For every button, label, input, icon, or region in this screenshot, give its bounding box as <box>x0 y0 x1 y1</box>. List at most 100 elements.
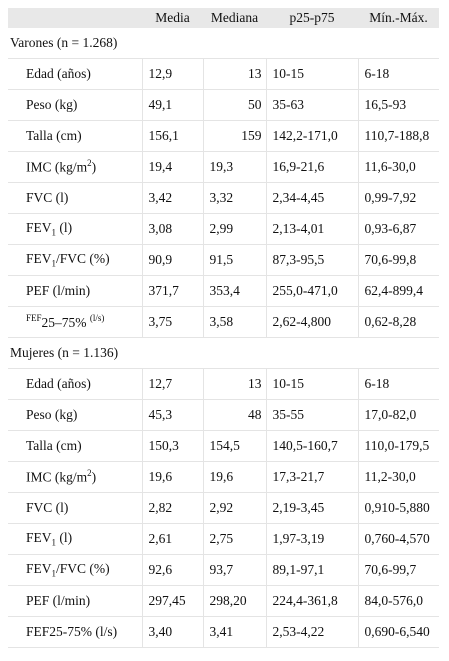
table-row: IMC (kg/m2) 19,4 19,3 16,9-21,6 11,6-30,0 <box>8 151 439 183</box>
cell-p25-p75: 35-63 <box>266 89 359 121</box>
table-row: FVC (l) 2,82 2,92 2,19-3,45 0,910-5,880 <box>8 492 439 524</box>
label-tail: /FVC (%) <box>56 561 110 577</box>
table-row: PEF (l/min) 371,7 353,4 255,0-471,0 62,4-899… <box>8 275 439 307</box>
table-row: FVC (l) 3,42 3,32 2,34-4,45 0,99-7,92 <box>8 182 439 214</box>
table-body: Varones (n = 1.268) Edad (años) 12,9 13 10-1… <box>8 28 439 648</box>
table-row: FEF25–75% (l/s) 3,75 3,58 2,62-4,800 0,62-8,… <box>8 306 439 338</box>
label-sub: 1 <box>51 537 57 548</box>
table-row: FEV1 (l) 2,61 2,75 1,97-3,19 0,760-4,570 <box>8 523 439 555</box>
header-min-max: Mín.-Máx. <box>358 8 439 28</box>
label-tail: (l) <box>56 530 73 546</box>
cell-p25-p75: 16,9-21,6 <box>266 151 359 183</box>
row-label: FEV1 (l) <box>8 523 143 555</box>
table-row: FEV1 (l) 3,08 2,99 2,13-4,01 0,93-6,87 <box>8 213 439 245</box>
row-label: Peso (kg) <box>8 399 143 431</box>
label-text: FEV <box>26 220 52 236</box>
table-row: Peso (kg) 45,3 48 35-55 17,0-82,0 <box>8 399 439 431</box>
table-row: Edad (años) 12,9 13 10-15 6-18 <box>8 58 439 90</box>
table-row: Talla (cm) 150,3 154,5 140,5-160,7 110,0-179… <box>8 430 439 462</box>
cell-p25-p75: 224,4-361,8 <box>266 585 359 617</box>
cell-p25-p75: 2,19-3,45 <box>266 492 359 524</box>
cell-mediana: 3,41 <box>203 616 267 648</box>
header-p25-p75: p25-p75 <box>266 8 358 28</box>
group-title: Varones (n = 1.268) <box>8 28 439 59</box>
label-tail: /FVC (%) <box>56 251 110 267</box>
cell-mediana: 3,32 <box>203 182 267 214</box>
cell-min-max: 11,2-30,0 <box>358 461 439 493</box>
cell-media: 49,1 <box>142 89 204 121</box>
group-row: Mujeres (n = 1.136) <box>8 337 439 369</box>
label-superscript: FEF <box>26 313 42 323</box>
cell-media: 3,40 <box>142 616 204 648</box>
label-sub: 1 <box>51 568 57 579</box>
cell-media: 2,61 <box>142 523 204 555</box>
cell-p25-p75: 87,3-95,5 <box>266 244 359 276</box>
cell-p25-p75: 1,97-3,19 <box>266 523 359 555</box>
cell-mediana: 13 <box>203 58 267 90</box>
cell-min-max: 16,5-93 <box>358 89 439 121</box>
label-text: PEF (l/min) <box>26 283 91 298</box>
cell-mediana: 2,75 <box>203 523 267 555</box>
label-tail: (l) <box>56 220 73 236</box>
cell-media: 12,7 <box>142 368 204 400</box>
row-label: PEF (l/min) <box>8 275 143 307</box>
label-text: PEF (l/min) <box>26 593 91 608</box>
cell-mediana: 2,92 <box>203 492 267 524</box>
label-text: FVC (l) <box>26 500 69 515</box>
table-row: Talla (cm) 156,1 159 142,2-171,0 110,7-188,8 <box>8 120 439 152</box>
cell-mediana: 154,5 <box>203 430 267 462</box>
label-text: IMC (kg/m <box>26 159 88 175</box>
cell-min-max: 110,0-179,5 <box>358 430 439 462</box>
cell-media: 371,7 <box>142 275 204 307</box>
label-text: FVC (l) <box>26 190 69 205</box>
label-mid: 25–75% <box>41 315 87 330</box>
cell-p25-p75: 10-15 <box>266 58 359 90</box>
label-text: FEV <box>26 251 52 267</box>
cell-mediana: 13 <box>203 368 267 400</box>
header-empty <box>8 8 142 28</box>
row-label: Talla (cm) <box>8 430 143 462</box>
row-label: FVC (l) <box>8 492 143 524</box>
cell-media: 2,82 <box>142 492 204 524</box>
label-text: IMC (kg/m <box>26 469 88 485</box>
label-sup: 2 <box>87 468 92 479</box>
table-row: Peso (kg) 49,1 50 35-63 16,5-93 <box>8 89 439 121</box>
cell-min-max: 0,62-8,28 <box>358 306 439 338</box>
cell-mediana: 93,7 <box>203 554 267 586</box>
cell-min-max: 110,7-188,8 <box>358 120 439 152</box>
label-text: Peso (kg) <box>26 407 78 422</box>
label-sup: 2 <box>87 158 92 169</box>
cell-mediana: 159 <box>203 120 267 152</box>
label-unit: (l/s) <box>89 313 105 323</box>
table-row: Edad (años) 12,7 13 10-15 6-18 <box>8 368 439 400</box>
cell-p25-p75: 2,62-4,800 <box>266 306 359 338</box>
cell-p25-p75: 2,34-4,45 <box>266 182 359 214</box>
label-sub: 1 <box>51 258 57 269</box>
cell-min-max: 0,99-7,92 <box>358 182 439 214</box>
cell-media: 92,6 <box>142 554 204 586</box>
row-label: FEF25-75% (l/s) <box>8 616 143 648</box>
cell-min-max: 11,6-30,0 <box>358 151 439 183</box>
cell-mediana: 353,4 <box>203 275 267 307</box>
row-label: Peso (kg) <box>8 89 143 121</box>
data-table: Media Mediana p25-p75 Mín.-Máx. Varones … <box>8 8 439 648</box>
cell-mediana: 19,3 <box>203 151 267 183</box>
label-text: Peso (kg) <box>26 97 78 112</box>
cell-media: 12,9 <box>142 58 204 90</box>
cell-media: 19,4 <box>142 151 204 183</box>
cell-min-max: 0,910-5,880 <box>358 492 439 524</box>
row-label: FEV1 (l) <box>8 213 143 245</box>
row-label: IMC (kg/m2) <box>8 461 143 493</box>
label-text: FEF25-75% (l/s) <box>26 624 118 639</box>
header-mediana: Mediana <box>203 8 266 28</box>
label-text: Talla (cm) <box>26 128 82 143</box>
cell-min-max: 70,6-99,7 <box>358 554 439 586</box>
label-text: FEV <box>26 561 52 577</box>
row-label: Edad (años) <box>8 368 143 400</box>
cell-min-max: 6-18 <box>358 368 439 400</box>
cell-p25-p75: 140,5-160,7 <box>266 430 359 462</box>
row-label: FEV1/FVC (%) <box>8 244 143 276</box>
cell-min-max: 0,690-6,540 <box>358 616 439 648</box>
cell-p25-p75: 2,13-4,01 <box>266 213 359 245</box>
label-text: Talla (cm) <box>26 438 82 453</box>
